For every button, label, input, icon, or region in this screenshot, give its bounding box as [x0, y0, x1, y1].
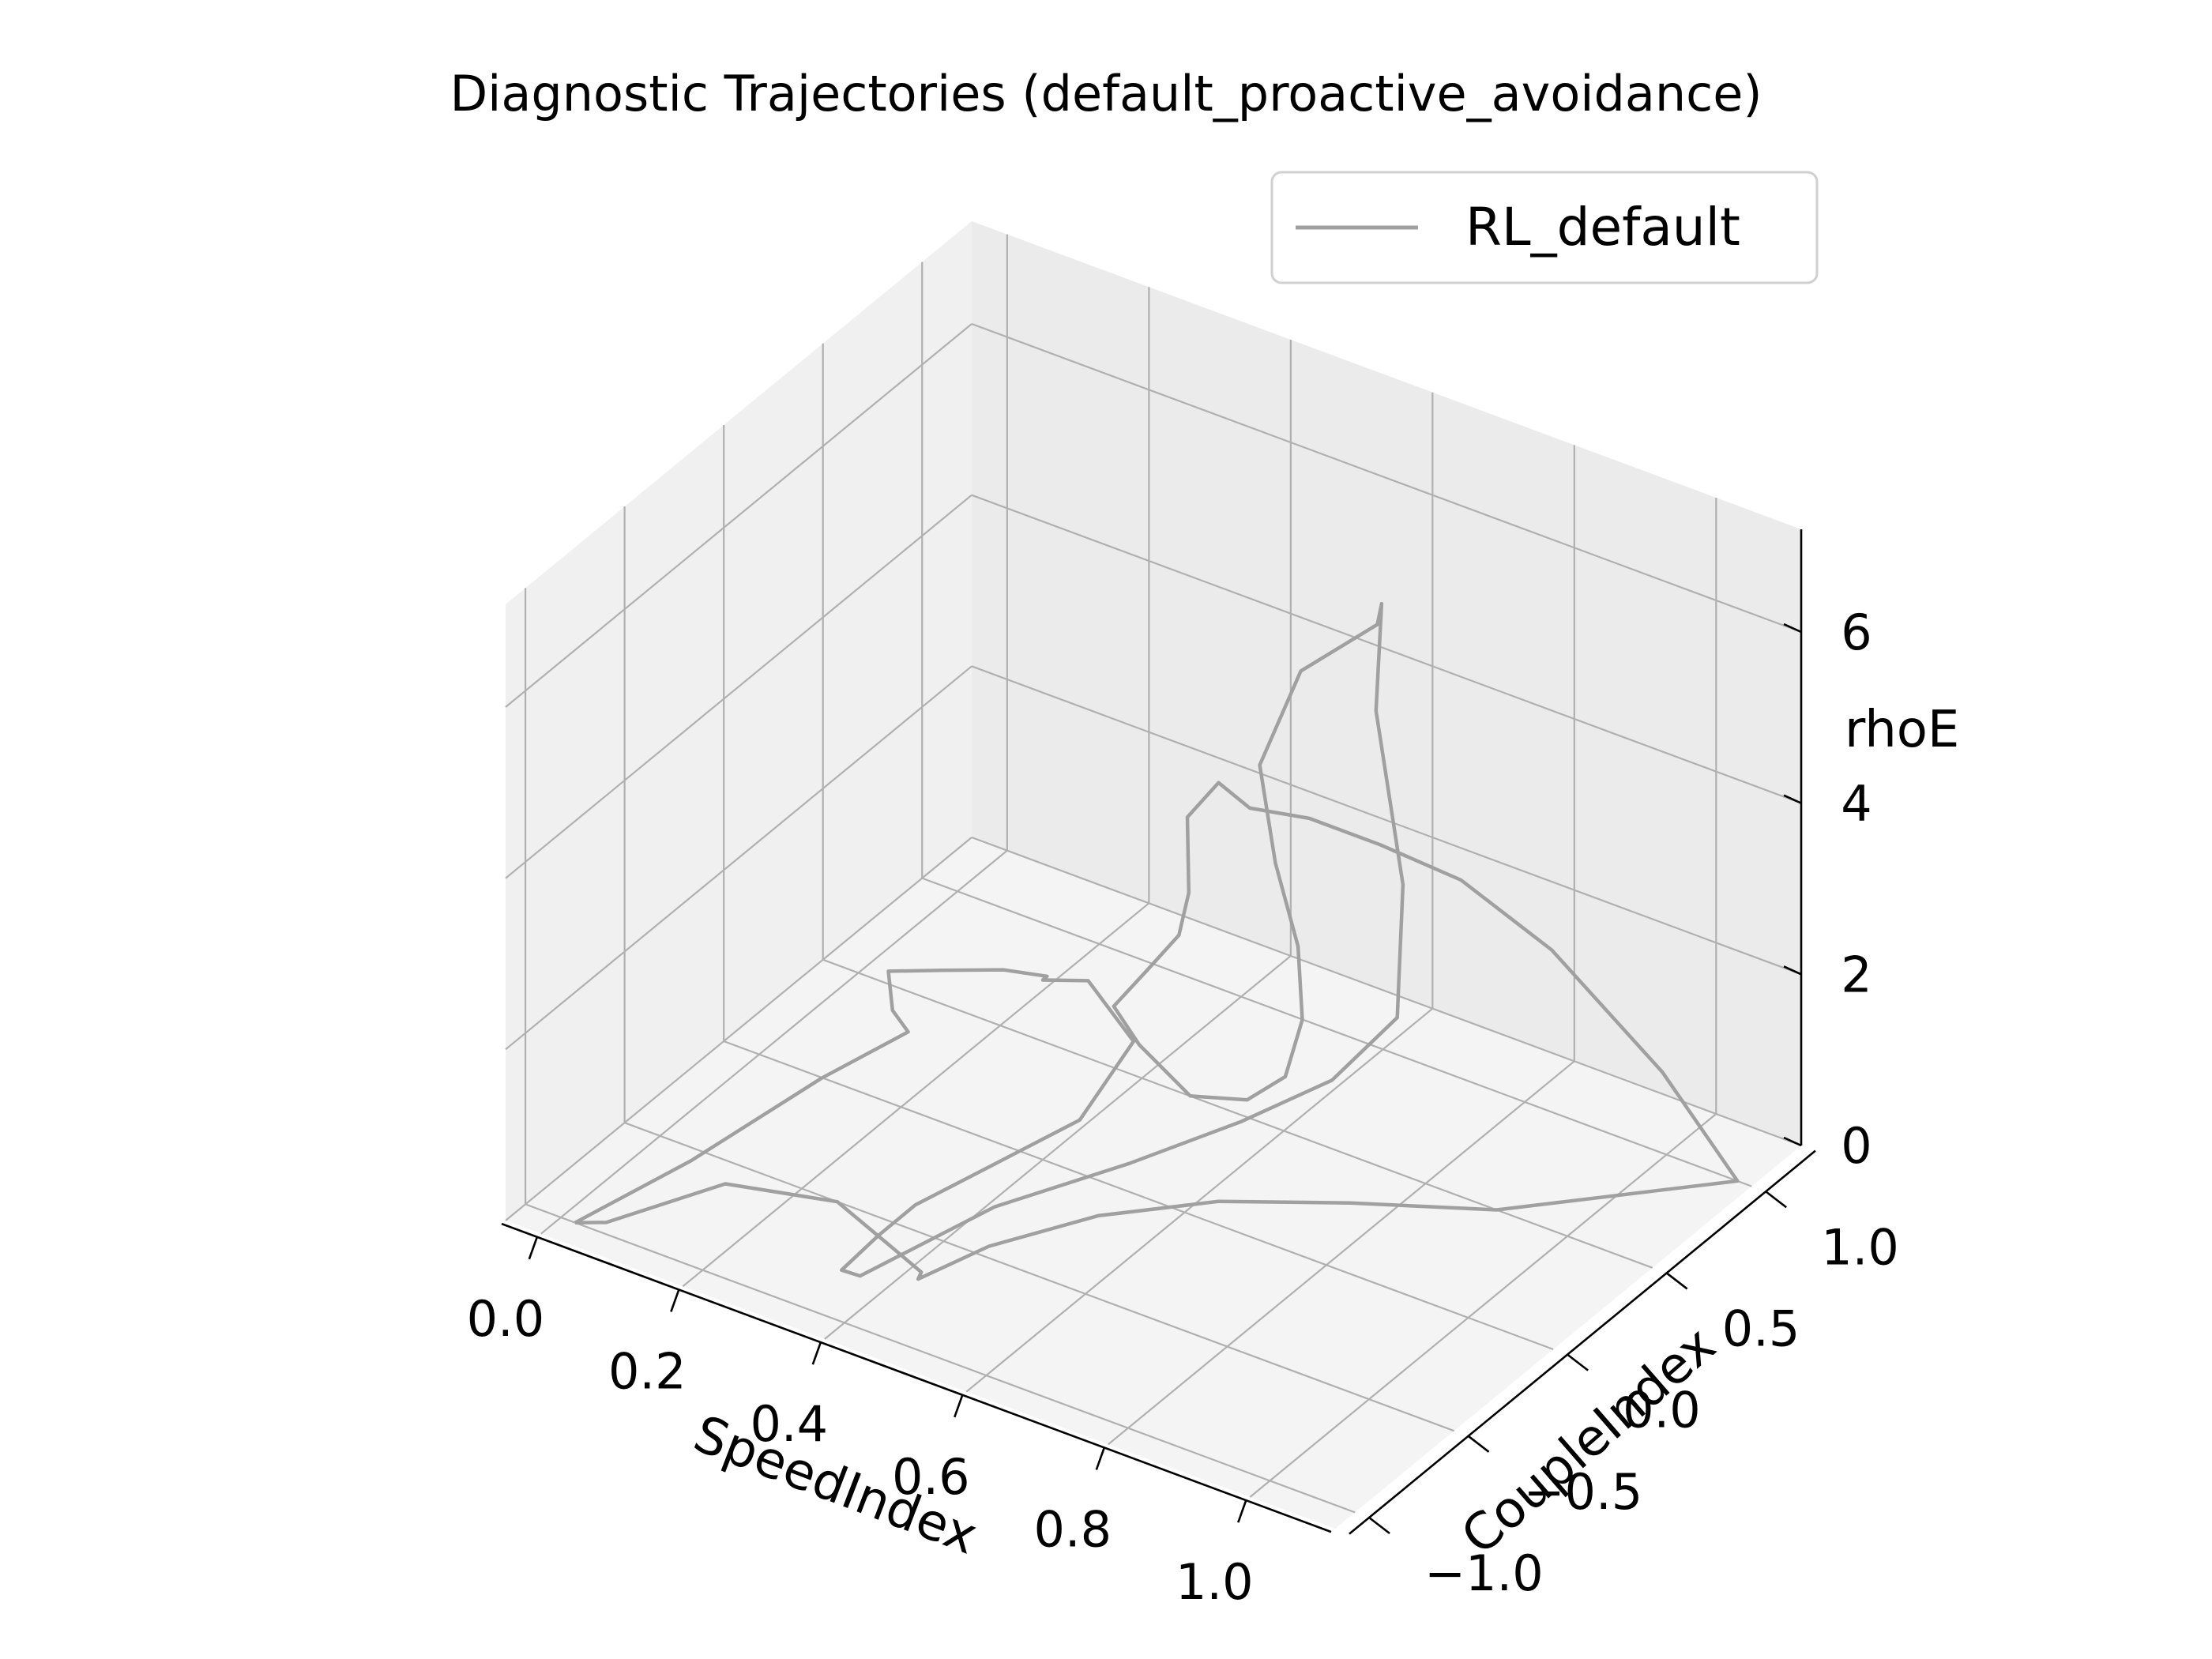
y-tick-label: 1.0	[1821, 1218, 1899, 1276]
series-line-rl-default	[574, 601, 1740, 1281]
y-axis-line	[1349, 1149, 1816, 1535]
grid-line-x-floor	[1108, 1060, 1575, 1446]
x-tick-label: 0.6	[892, 1448, 970, 1506]
y-tick-label: −0.5	[1524, 1463, 1643, 1521]
series-layer	[574, 601, 1740, 1281]
x-tick-label: 0.8	[1033, 1501, 1112, 1559]
y-tick-label: −1.0	[1424, 1544, 1544, 1602]
z-tick-label: 4	[1841, 775, 1872, 833]
grid-line-z-back	[971, 665, 1802, 976]
grid-line-z-left	[505, 837, 972, 1221]
z-tick-label: 2	[1841, 946, 1872, 1003]
grid-line-x-floor	[965, 1007, 1434, 1393]
z-tick	[1783, 1136, 1802, 1147]
y-tick	[1467, 1435, 1490, 1453]
y-tick-label: 0.5	[1722, 1300, 1800, 1358]
x-tick	[670, 1289, 680, 1312]
grid-line-x-floor	[1249, 1113, 1717, 1498]
y-tick-label: 0.0	[1623, 1382, 1701, 1439]
grid-line-z-back	[971, 494, 1802, 804]
z-tick	[1783, 794, 1802, 804]
x-tick	[528, 1236, 539, 1260]
z-tick-label: 6	[1841, 604, 1872, 661]
chart-title: Diagnostic Trajectories (default_proacti…	[450, 65, 1762, 122]
tick-labels: 0.0 0.2 0.4 0.6 0.8 1.0 −1.0 −0.5 0.0 0.5 1.0 0 2 4 6	[467, 604, 1899, 1611]
x-tick	[1237, 1499, 1247, 1523]
grid-line-z-left	[505, 665, 972, 1051]
legend: RL_default	[1270, 171, 1819, 284]
y-tick	[1567, 1353, 1589, 1371]
grid-line-z-left	[505, 494, 972, 879]
y-tick	[1765, 1191, 1787, 1209]
grid-line-y-floor	[921, 877, 1752, 1187]
z-tick-label: 0	[1841, 1117, 1872, 1175]
y-tick	[1368, 1516, 1390, 1535]
x-tick	[954, 1394, 964, 1418]
x-tick-label: 0.2	[608, 1343, 687, 1401]
x-tick	[1095, 1447, 1106, 1470]
x-tick-label: 0.4	[750, 1395, 828, 1453]
pane-floor	[506, 837, 1801, 1529]
legend-box	[1270, 171, 1819, 284]
grid-line-y-floor	[624, 1122, 1455, 1432]
x-tick	[811, 1341, 822, 1365]
y-tick	[1665, 1272, 1688, 1290]
grid-line-y-floor	[822, 958, 1653, 1269]
z-tick	[1783, 623, 1802, 634]
grid-lines	[505, 234, 1802, 1514]
back-panes	[506, 221, 1801, 1529]
z-tick	[1783, 965, 1802, 976]
x-tick-label: 0.0	[467, 1290, 545, 1348]
legend-entry-rl-default: RL_default	[1465, 197, 1740, 258]
grid-line-z-back	[971, 322, 1802, 634]
pane-left	[506, 221, 972, 1221]
z-axis-label: rhoE	[1845, 701, 1959, 759]
grid-line-x-floor	[824, 955, 1292, 1340]
grid-line-y-floor	[525, 1203, 1356, 1514]
grid-line-x-floor	[540, 849, 1008, 1235]
tick-marks	[528, 623, 1802, 1535]
grid-line-z-back	[971, 836, 1802, 1147]
grid-line-x-floor	[682, 902, 1150, 1288]
grid-line-y-floor	[723, 1040, 1554, 1351]
grid-line-z-left	[505, 323, 972, 708]
x-tick-label: 1.0	[1176, 1553, 1254, 1611]
x-axis-line	[501, 1222, 1332, 1533]
